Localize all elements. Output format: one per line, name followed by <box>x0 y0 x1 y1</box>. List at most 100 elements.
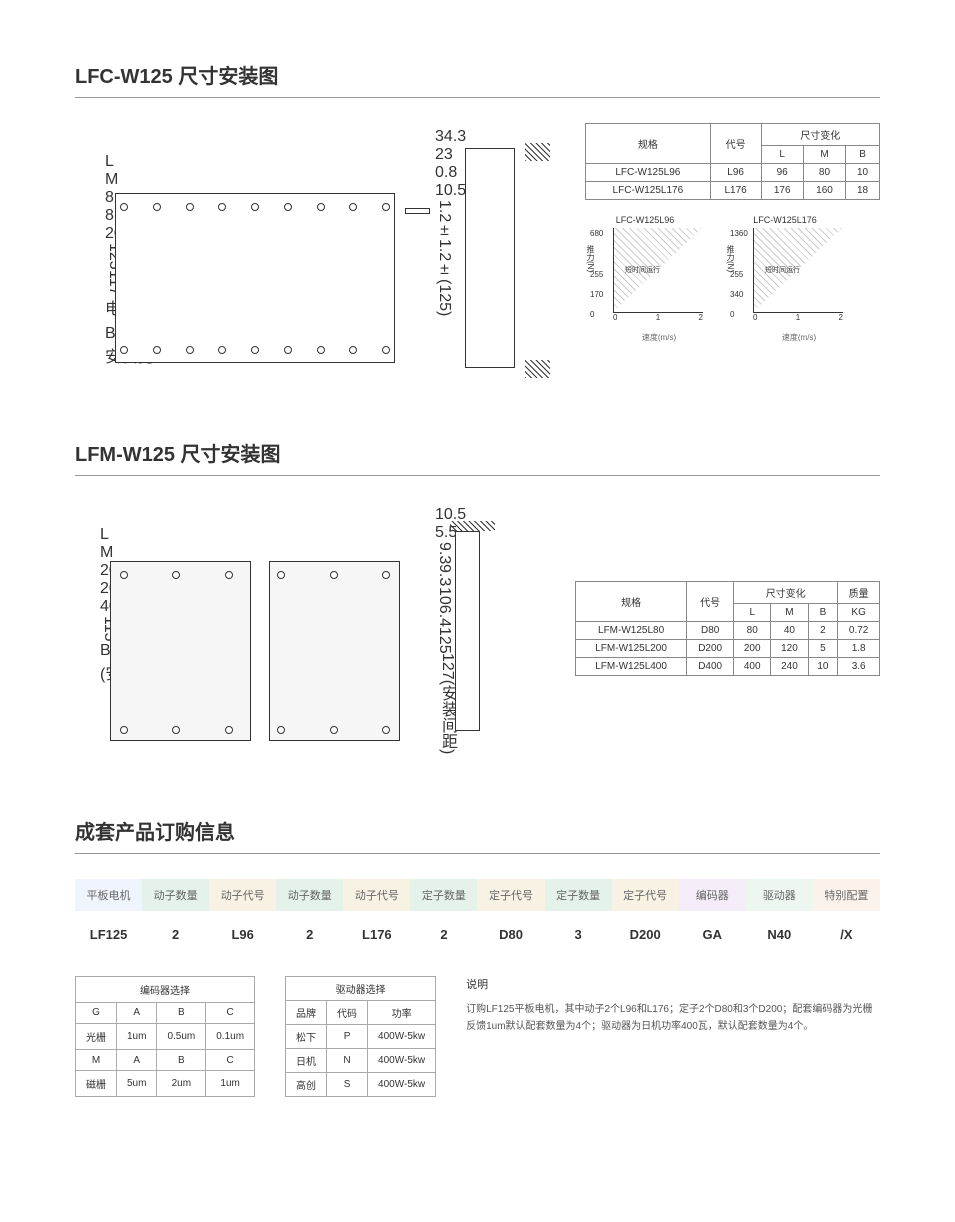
lfc-top-drawing-wrap: L M 8 8 20 125 117 电缆φ6.5 B-M4深6.5 安装孔 <box>75 123 415 388</box>
oh-4: 动子代号 <box>343 879 410 911</box>
lfc-side-drawing-wrap: 34.3 23 0.8 10.5 1.2± 1.2± (125) <box>435 123 565 388</box>
hatch-bot <box>525 360 550 378</box>
lfm-top-drawing: L M 20 20 40 115 B-φ4.5 (安装孔) <box>100 526 410 756</box>
lfm-side-drawing: 10.5 5.5 9.3 9.3 106.4 125 127(安装间距) <box>435 506 535 756</box>
drv-title: 驱动器选择 <box>286 977 436 1001</box>
section3-title: 成套产品订购信息 <box>75 816 880 845</box>
ov-4: L176 <box>343 913 410 956</box>
lfc-body <box>115 193 395 363</box>
note-body: 订购LF125平板电机，其中动子2个L96和L176；定子2个D80和3个D20… <box>466 1004 872 1032</box>
chart1-ylabel: 推力(N) <box>585 245 596 272</box>
note-box: 说明 订购LF125平板电机，其中动子2个L96和L176；定子2个D80和3个… <box>466 976 880 1097</box>
dim-93b: 9.3 <box>435 564 453 586</box>
table-row: LFC-W125L176 L176 176 160 18 <box>586 182 880 200</box>
chart1-title: LFC-W125L96 <box>585 215 705 225</box>
enc-title: 编码器选择 <box>76 977 255 1003</box>
side-plate <box>465 148 515 368</box>
dim-93t: 9.3 <box>435 542 453 564</box>
table-row: MABC <box>76 1049 255 1070</box>
charts: LFC-W125L96 680 255 170 0 推力(N) 短时间运行 0 … <box>585 215 880 343</box>
lfc-side-drawing: 34.3 23 0.8 10.5 1.2± 1.2± (125) <box>435 128 555 388</box>
oh-9: 编码器 <box>679 879 746 911</box>
driver-table: 驱动器选择 品牌 代码 功率 松下P400W-5kw 日机N400W-5kw 高… <box>285 976 436 1097</box>
dim-125s: (125) <box>435 279 453 316</box>
lfm-top-wrap: L M 20 20 40 115 B-φ4.5 (安装孔) <box>75 501 415 756</box>
table-row: LFM-W125L200D20020012051.8 <box>576 640 880 658</box>
chart2-xlabel: 速度(m/s) <box>753 332 845 343</box>
section3-rule <box>75 853 880 854</box>
oh-1: 动子数量 <box>142 879 209 911</box>
ov-5: 2 <box>410 913 477 956</box>
ov-10: N40 <box>746 913 813 956</box>
dim-125b: 125 <box>435 627 453 654</box>
table-row: 光栅1um0.5um0.1um <box>76 1024 255 1050</box>
oh-11: 特别配置 <box>813 879 880 911</box>
ov-11: /X <box>813 913 880 956</box>
th-M: M <box>803 146 845 164</box>
hatch-top <box>525 143 550 161</box>
dim-1064: 106.4 <box>435 587 453 627</box>
note-title: 说明 <box>466 976 880 995</box>
table-row: 松下P400W-5kw <box>286 1025 436 1049</box>
lfm-holes-bot <box>120 726 390 734</box>
section2-right: 规格 代号 尺寸变化 质量 L M B KG LFM-W125L80D80804… <box>575 501 880 756</box>
ov-2: L96 <box>209 913 276 956</box>
th-spec2: 规格 <box>576 582 687 622</box>
section1-content: L M 8 8 20 125 117 电缆φ6.5 B-M4深6.5 安装孔 3… <box>75 123 880 388</box>
lfm-hatch <box>450 521 495 531</box>
lfc-holes-top <box>120 203 390 211</box>
oh-2: 动子代号 <box>209 879 276 911</box>
oh-3: 动子数量 <box>276 879 343 911</box>
table-row: 高创S400W-5kw <box>286 1073 436 1097</box>
th-L: L <box>761 146 803 164</box>
ov-1: 2 <box>142 913 209 956</box>
ov-9: GA <box>679 913 746 956</box>
lfm-wave <box>250 561 270 741</box>
th-code2: 代号 <box>687 582 734 622</box>
ov-3: 2 <box>276 913 343 956</box>
table-row: LFM-W125L80D80804020.72 <box>576 622 880 640</box>
table-row: LFM-W125L400D400400240103.6 <box>576 658 880 676</box>
th-g2: 质量 <box>838 582 880 604</box>
oh-6: 定子代号 <box>477 879 544 911</box>
section1-right: 规格 代号 尺寸变化 L M B LFC-W125L96 L96 96 80 1… <box>585 123 880 388</box>
chart2-ylabel: 推力(N) <box>725 245 736 272</box>
oh-0: 平板电机 <box>75 879 142 911</box>
oh-10: 驱动器 <box>746 879 813 911</box>
chart2: LFC-W125L176 1360 255 340 0 推力(N) 短时间运行 … <box>725 215 845 343</box>
lfc-spec-table: 规格 代号 尺寸变化 L M B LFC-W125L96 L96 96 80 1… <box>585 123 880 200</box>
th-spec: 规格 <box>586 124 711 164</box>
lfm-side-wrap: 10.5 5.5 9.3 9.3 106.4 125 127(安装间距) <box>435 501 555 756</box>
th-dimgroup: 尺寸变化 <box>761 124 879 146</box>
table-row: 磁栅5um2um1um <box>76 1071 255 1097</box>
chart2-title: LFC-W125L176 <box>725 215 845 225</box>
order-head-row: 平板电机 动子数量 动子代号 动子数量 动子代号 定子数量 定子代号 定子数量 … <box>75 879 880 911</box>
chart1-annot: 短时间运行 <box>625 265 660 275</box>
dim-M2: M <box>100 544 410 562</box>
th-g1: 尺寸变化 <box>734 582 838 604</box>
section1-title: LFC-W125 尺寸安装图 <box>75 60 880 89</box>
oh-5: 定子数量 <box>410 879 477 911</box>
chart1-xlabel: 速度(m/s) <box>613 332 705 343</box>
section1-rule <box>75 97 880 98</box>
lfm-spec-table: 规格 代号 尺寸变化 质量 L M B KG LFM-W125L80D80804… <box>575 581 880 676</box>
th-B: B <box>846 146 880 164</box>
ov-6: D80 <box>477 913 544 956</box>
ov-7: 3 <box>545 913 612 956</box>
oh-7: 定子数量 <box>545 879 612 911</box>
dim-12b: 1.2± <box>435 239 453 278</box>
chart1: LFC-W125L96 680 255 170 0 推力(N) 短时间运行 0 … <box>585 215 705 343</box>
lfc-holes-bot <box>120 346 390 354</box>
section2-content: L M 20 20 40 115 B-φ4.5 (安装孔) 10.5 5.5 9… <box>75 501 880 756</box>
order-val-row: LF125 2 L96 2 L176 2 D80 3 D200 GA N40 /… <box>75 913 880 956</box>
section2-rule <box>75 475 880 476</box>
dim-L2: L <box>100 526 410 544</box>
ov-0: LF125 <box>75 913 142 956</box>
dim-12t: 1.2± <box>435 200 453 239</box>
encoder-table: 编码器选择 G A B C 光栅1um0.5um0.1um MABC 磁栅5um… <box>75 976 255 1097</box>
chart2-annot: 短时间运行 <box>765 265 800 275</box>
table-row: LFC-W125L96 L96 96 80 10 <box>586 164 880 182</box>
lfm-plate <box>455 531 480 731</box>
sub-tables: 编码器选择 G A B C 光栅1um0.5um0.1um MABC 磁栅5um… <box>75 976 880 1097</box>
lfc-top-drawing: L M 8 8 20 125 117 电缆φ6.5 B-M4深6.5 安装孔 <box>105 153 405 373</box>
